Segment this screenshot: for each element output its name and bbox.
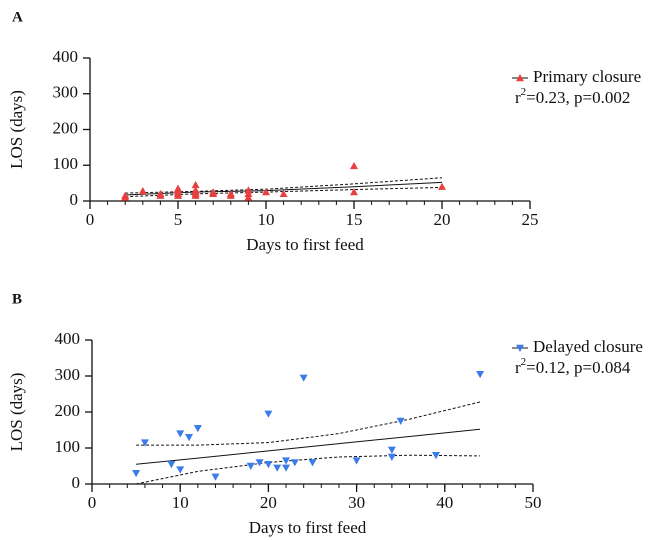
stat-rest: =0.12, p=0.084 [526, 358, 631, 377]
point [387, 446, 396, 454]
stat-base: r [515, 88, 521, 107]
stat-sup: 2 [521, 356, 527, 368]
point [246, 462, 255, 470]
stat-annotation: r2=0.23, p=0.002 [515, 86, 630, 107]
x-tick-label: 40 [436, 493, 453, 512]
point [176, 430, 185, 438]
point [273, 464, 282, 472]
y-tick-label: 200 [55, 401, 81, 420]
x-tick-label: 20 [260, 493, 277, 512]
fit-line [136, 428, 481, 465]
legend-marker [516, 344, 524, 352]
stat-sup: 2 [521, 86, 527, 98]
point [174, 191, 182, 199]
panel-letter: A [12, 9, 23, 25]
point [438, 182, 446, 190]
point [350, 188, 358, 196]
point [185, 434, 194, 442]
point [396, 417, 405, 425]
legend-marker [516, 74, 524, 82]
point [282, 464, 291, 472]
point [156, 191, 165, 199]
point [308, 459, 317, 467]
point [352, 457, 361, 465]
point [264, 461, 273, 469]
x-tick-label: 25 [522, 210, 539, 229]
point [264, 410, 273, 418]
point [282, 457, 291, 465]
point [191, 180, 200, 189]
point [299, 374, 308, 382]
point [255, 459, 264, 467]
x-tick-label: 20 [434, 210, 451, 229]
x-tick-label: 5 [174, 210, 183, 229]
point [209, 189, 218, 198]
point [132, 470, 141, 478]
legend-label: Primary closure [533, 67, 641, 86]
y-tick-label: 100 [55, 437, 81, 456]
stat-annotation: r2=0.12, p=0.084 [515, 356, 631, 377]
x-axis-label: Days to first feed [249, 518, 367, 537]
point [350, 161, 358, 170]
point [176, 466, 185, 474]
y-tick-label: 300 [55, 365, 81, 384]
y-axis-label: LOS (days) [7, 373, 26, 452]
ci-lower [136, 454, 481, 485]
point [279, 189, 288, 198]
y-axis-label: LOS (days) [7, 90, 26, 169]
point [387, 453, 396, 461]
y-tick-label: 0 [70, 190, 79, 209]
point [121, 191, 130, 199]
point [174, 184, 182, 192]
point [262, 188, 270, 196]
x-tick-label: 0 [88, 493, 97, 512]
y-tick-label: 200 [53, 118, 79, 137]
y-tick-label: 300 [53, 83, 79, 102]
point [193, 425, 202, 433]
point [476, 371, 485, 379]
point [140, 439, 149, 447]
point [431, 452, 440, 460]
point [290, 459, 299, 467]
y-tick-label: 100 [53, 154, 79, 173]
y-tick-label: 0 [72, 473, 81, 492]
x-tick-label: 30 [348, 493, 365, 512]
point [167, 461, 176, 469]
point [226, 191, 235, 199]
y-tick-label: 400 [53, 47, 79, 66]
x-tick-label: 50 [525, 493, 542, 512]
legend-label: Delayed closure [533, 337, 643, 356]
stat-base: r [515, 358, 521, 377]
y-tick-label: 400 [55, 329, 81, 348]
ci-upper [136, 401, 481, 446]
x-tick-label: 0 [86, 210, 95, 229]
x-tick-label: 10 [172, 493, 189, 512]
x-tick-label: 15 [346, 210, 363, 229]
x-tick-label: 10 [258, 210, 275, 229]
x-axis-label: Days to first feed [246, 235, 364, 254]
stat-rest: =0.23, p=0.002 [526, 88, 630, 107]
panel-letter: B [12, 291, 22, 307]
point [244, 193, 253, 201]
point [191, 188, 200, 196]
point [211, 473, 220, 481]
point [138, 186, 147, 195]
